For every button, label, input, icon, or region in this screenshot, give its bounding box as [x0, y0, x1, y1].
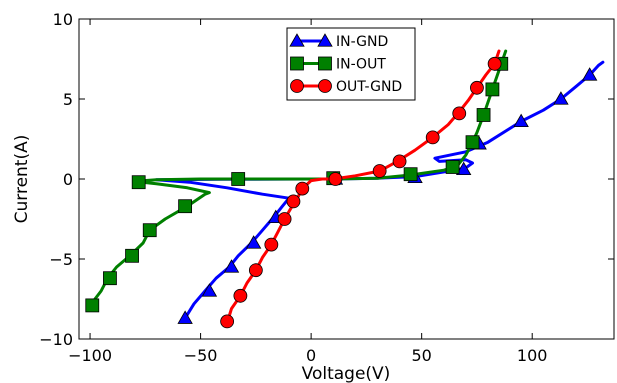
data-point: [248, 263, 263, 278]
series-line: [154, 60, 605, 320]
data-point: [264, 237, 279, 252]
data-point: [220, 314, 235, 329]
x-tick-label: 100: [517, 346, 548, 365]
legend-marker: [290, 56, 304, 71]
data-point: [103, 271, 117, 286]
legend-label: IN-OUT: [336, 57, 386, 73]
data-point: [455, 161, 472, 176]
data-point: [245, 235, 262, 249]
data-point: [452, 106, 467, 121]
legend-marker: [317, 33, 333, 47]
data-point: [295, 181, 310, 196]
legend-marker: [318, 79, 332, 93]
data-point: [425, 130, 440, 145]
data-point: [465, 135, 480, 150]
x-tick-label: −100: [68, 346, 112, 365]
legend: IN-GND IN-OUT OUT-GND: [286, 27, 416, 101]
data-point: [85, 298, 100, 313]
legend-label: IN-GND: [336, 34, 388, 50]
legend-label: OUT-GND: [336, 79, 402, 95]
data-point: [177, 310, 193, 324]
legend-marker: [318, 56, 332, 71]
data-point: [125, 248, 139, 263]
data-point: [286, 194, 301, 209]
y-tick-label: −10: [39, 330, 73, 349]
x-tick-label: 0: [306, 346, 316, 365]
data-point: [201, 283, 218, 297]
y-axis-label: Current(A): [12, 135, 32, 224]
data-point: [553, 91, 569, 105]
data-point: [231, 172, 246, 186]
data-point: [142, 223, 157, 238]
data-point: [131, 175, 146, 190]
data-point: [277, 212, 292, 226]
x-tick-label: 50: [411, 346, 431, 365]
data-point: [223, 259, 240, 273]
series-layer: [85, 49, 605, 329]
data-point: [178, 199, 193, 214]
y-tick-label: 10: [53, 10, 73, 29]
data-point: [328, 172, 343, 186]
legend-items: IN-GND IN-OUT OUT-GND: [289, 33, 402, 95]
data-point: [372, 164, 387, 178]
data-point: [233, 288, 248, 303]
legend-marker: [289, 33, 305, 47]
data-point: [485, 82, 500, 97]
legend-marker: [290, 79, 304, 93]
y-tick-label: 5: [63, 90, 73, 109]
y-tick-label: −5: [49, 250, 73, 269]
data-point: [487, 56, 502, 71]
data-point: [392, 154, 407, 169]
data-point: [445, 160, 460, 174]
data-point: [581, 67, 598, 81]
data-point: [476, 108, 491, 122]
x-axis-label: Voltage(V): [302, 364, 391, 383]
data-point: [470, 80, 484, 95]
data-point: [513, 113, 529, 128]
x-tick-label: −50: [184, 346, 218, 365]
data-point: [403, 167, 418, 182]
y-tick-label: 0: [63, 170, 73, 189]
